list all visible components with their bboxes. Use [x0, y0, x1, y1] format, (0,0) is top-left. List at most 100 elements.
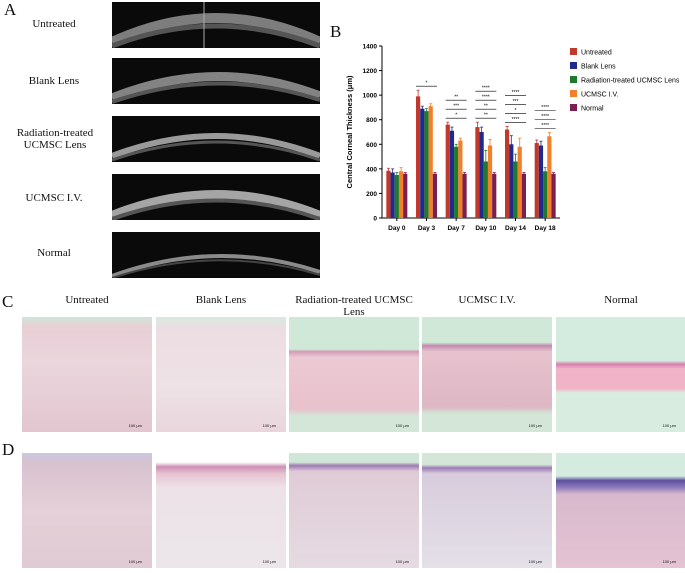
histology-d-radiation-lens: 100 μm [289, 453, 419, 568]
y-tick-label: 200 [366, 191, 377, 198]
panel-a-label-untreated: Untreated [32, 18, 76, 30]
scale-bar-label: 100 μm [262, 423, 276, 428]
oct-image-ucmsc-iv [112, 174, 320, 220]
significance-label: **** [512, 90, 520, 96]
bar [449, 130, 455, 218]
column-title-blank-lens: Blank Lens [195, 294, 247, 306]
scale-bar-label: 100 μm [528, 423, 542, 428]
histology-d-untreated: 100 μm [22, 453, 152, 568]
significance-label: ** [484, 104, 488, 110]
legend-swatch [570, 104, 577, 111]
significance-label: **** [512, 117, 520, 123]
oct-image-normal [112, 232, 320, 278]
bar [445, 124, 450, 218]
y-tick-label: 1000 [363, 93, 378, 100]
bar [475, 127, 480, 218]
bar [479, 132, 484, 218]
legend-swatch [570, 48, 577, 55]
significance-label: * [455, 113, 457, 119]
legend-label: Blank Lens [581, 64, 616, 71]
panel-a-label-normal: Normal [37, 247, 71, 259]
x-tick-label: Day 18 [535, 225, 556, 232]
column-title-untreated: Untreated [65, 294, 109, 306]
y-tick-label: 0 [373, 216, 377, 223]
histology-d-ucmsc-iv: 100 μm [422, 453, 552, 568]
panel-a-label-radiation-lens: Radiation-treated UCMSC Lens [16, 127, 94, 151]
histology-d-normal: 100 μm [556, 453, 685, 568]
legend-swatch [570, 76, 577, 83]
column-title-normal: Normal [604, 294, 638, 306]
histology-c-untreated: 100 μm [22, 317, 152, 432]
histology-d-blank-lens: 100 μm [156, 453, 286, 568]
oct-image-radiation-lens [112, 116, 320, 162]
histology-c-normal: 100 μm [556, 317, 685, 432]
bar [432, 173, 437, 218]
legend-label: Radiation-treated UCMSC Lens [581, 78, 680, 85]
bar [517, 146, 522, 218]
y-tick-label: 800 [366, 117, 377, 124]
bar [462, 173, 467, 218]
oct-image-blank-lens [112, 58, 320, 104]
bar [390, 172, 395, 218]
bar [509, 144, 514, 218]
x-tick-label: Day 0 [388, 225, 406, 232]
panel-letter-c: C [2, 292, 14, 311]
bar [416, 96, 421, 218]
histology-c-radiation-lens: 100 μm [289, 317, 419, 432]
scale-bar-label: 100 μm [395, 423, 409, 428]
scale-bar-label: 100 μm [262, 559, 276, 564]
bar [547, 136, 552, 218]
significance-label: *** [513, 99, 519, 105]
bar [483, 161, 488, 218]
x-tick-label: Day 14 [505, 225, 526, 232]
bar [543, 171, 548, 218]
significance-label: **** [541, 114, 549, 120]
bar [538, 145, 544, 218]
significance-label: * [426, 81, 428, 87]
bar [420, 108, 425, 218]
y-tick-label: 1200 [363, 68, 378, 75]
bar [454, 146, 459, 218]
x-tick-label: Day 3 [418, 225, 436, 232]
legend-label: Normal [581, 106, 604, 113]
bar [487, 145, 493, 218]
y-tick-label: 1400 [363, 44, 378, 51]
bar [403, 173, 408, 218]
significance-label: **** [482, 95, 490, 101]
corneal-thickness-chart: 0 200 400 600 800 1000 1200 1400 Central Corneal… [345, 44, 680, 233]
column-title-radiation-lens: Radiation-treated UCMSC Lens [295, 294, 413, 318]
panel-letter-b: B [330, 22, 342, 41]
panel-letter-d: D [2, 440, 15, 459]
y-axis-label: Central Corneal Thickness (μm) [345, 75, 354, 188]
significance-label: ** [484, 113, 488, 119]
legend-label: UCMSC I.V. [581, 92, 619, 99]
oct-image-untreated [112, 2, 320, 48]
bar [398, 171, 404, 218]
legend-swatch [570, 62, 577, 69]
legend-swatch [570, 90, 577, 97]
significance-label: * [515, 108, 517, 114]
scale-bar-label: 100 μm [395, 559, 409, 564]
bar [521, 173, 526, 218]
bar [428, 106, 433, 218]
bar [505, 129, 510, 218]
scale-bar-label: 100 μm [662, 559, 676, 564]
legend-label: Untreated [581, 50, 612, 57]
column-title-ucmsc-iv: UCMSC I.V. [458, 294, 516, 306]
bar [424, 111, 429, 218]
bar [492, 173, 497, 218]
x-tick-label: Day 7 [447, 225, 465, 232]
panel-a-label-blank-lens: Blank Lens [28, 75, 80, 87]
histology-c-ucmsc-iv: 100 μm [422, 317, 552, 432]
y-tick-label: 400 [366, 166, 377, 173]
bar [534, 143, 539, 218]
scale-bar-label: 100 μm [128, 559, 142, 564]
scale-bar-label: 100 μm [528, 559, 542, 564]
significance-label: *** [453, 104, 459, 110]
bar [458, 140, 463, 218]
x-tick-label: Day 10 [475, 225, 496, 232]
panel-letter-a: A [4, 0, 17, 19]
bar [394, 175, 399, 218]
significance-label: **** [541, 123, 549, 129]
bar [386, 170, 391, 218]
